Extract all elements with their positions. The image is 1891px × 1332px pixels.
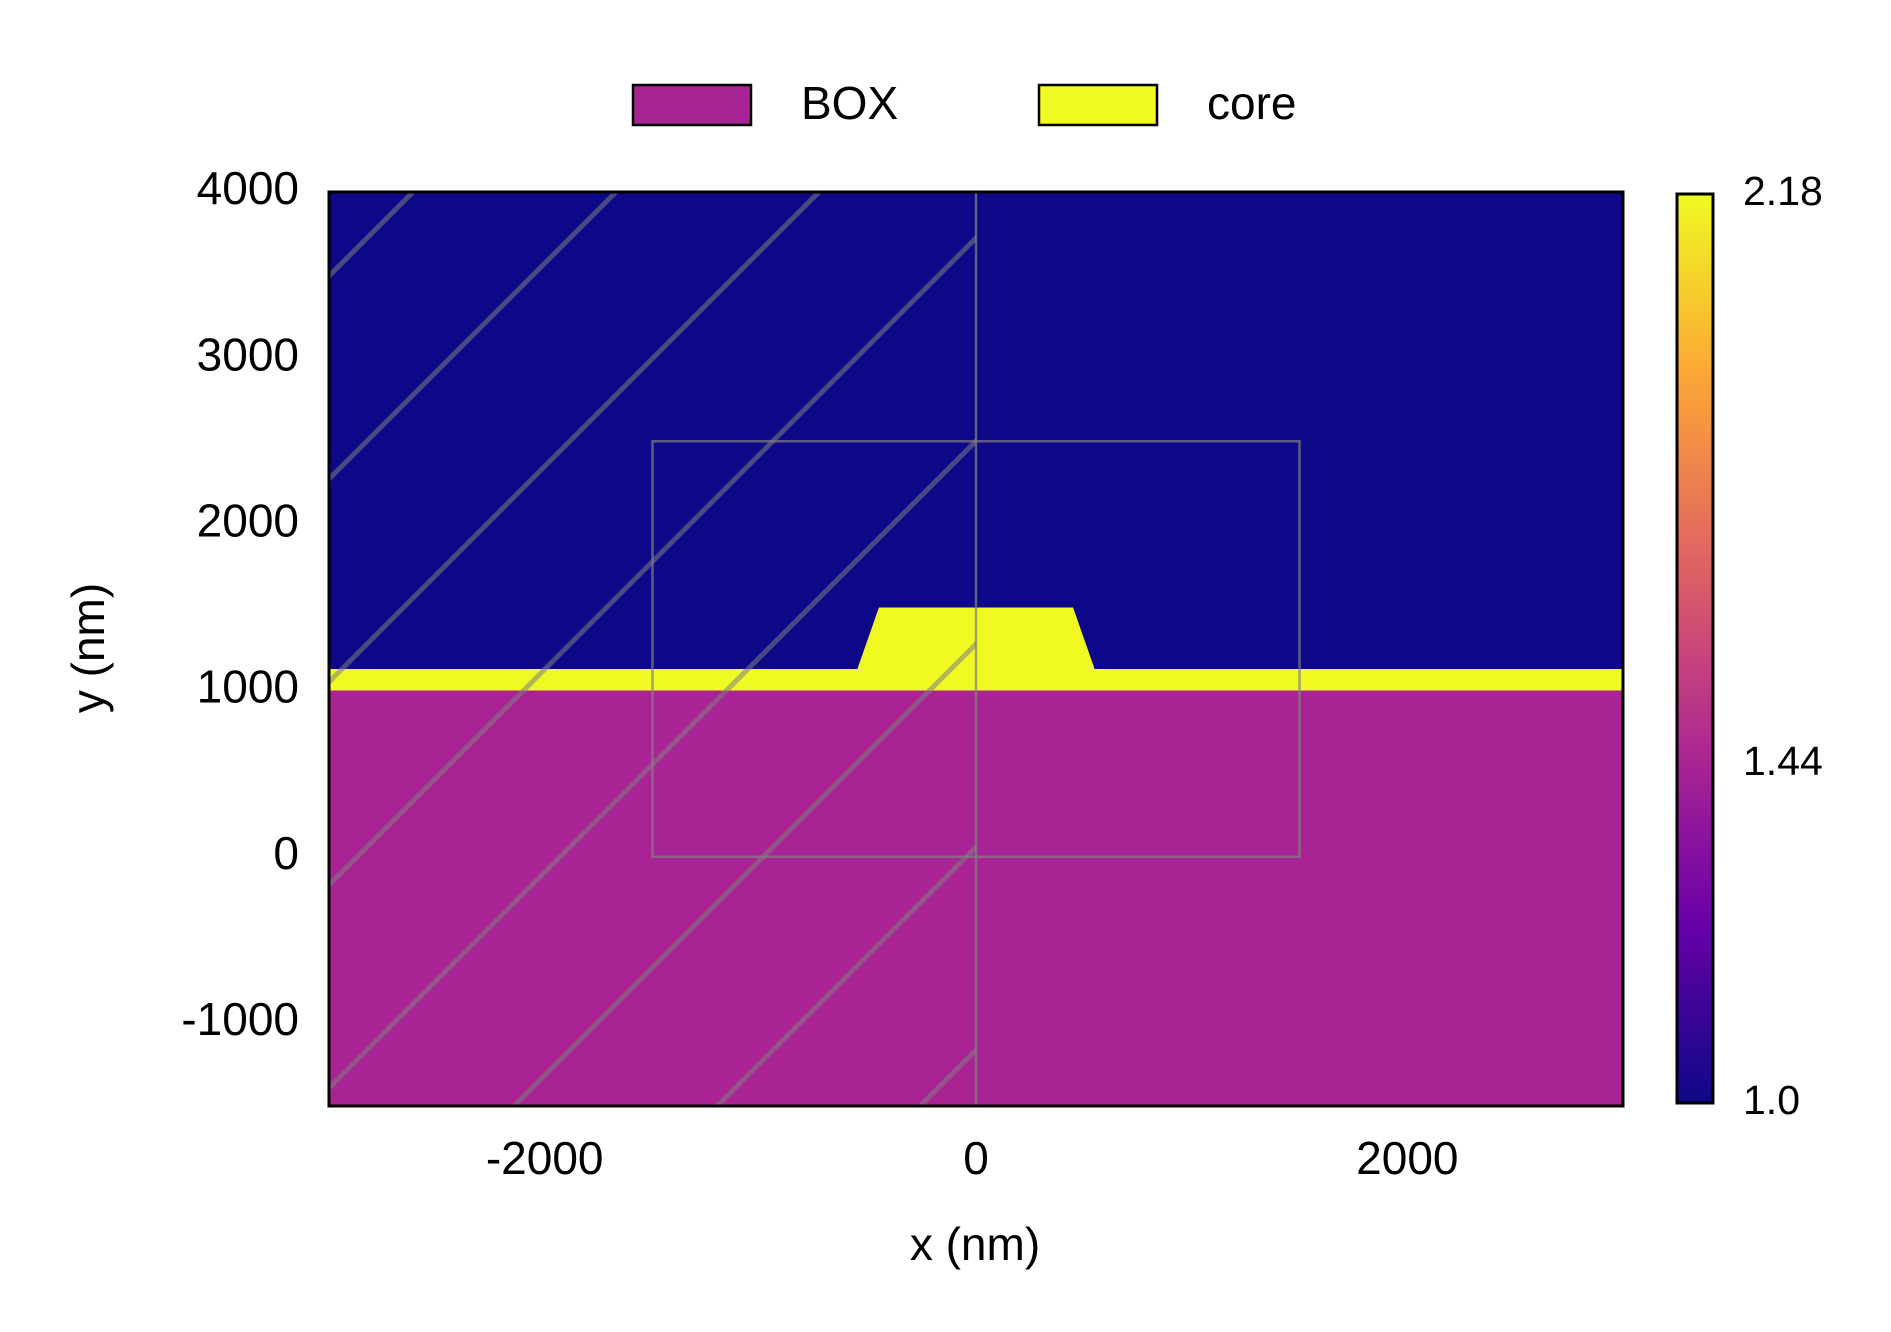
x-tick-label: 2000 bbox=[1356, 1132, 1458, 1184]
legend-swatch bbox=[1037, 83, 1159, 127]
hatch-line bbox=[510, 640, 976, 1106]
plot-frame bbox=[327, 190, 1625, 1108]
symmetry-hatch bbox=[0, 192, 976, 1332]
x-tick-label: -2000 bbox=[486, 1132, 604, 1184]
legend-label: core bbox=[1207, 77, 1296, 129]
hatch-line bbox=[0, 192, 210, 1332]
hatch-line bbox=[329, 437, 976, 1092]
legend-label: BOX bbox=[801, 77, 898, 129]
legend-swatch bbox=[631, 83, 753, 127]
x-tick-label: 0 bbox=[963, 1132, 989, 1184]
y-tick-label: 2000 bbox=[197, 495, 299, 547]
y-tick-label: 1000 bbox=[197, 661, 299, 713]
hatch-line bbox=[0, 192, 7, 1332]
hatch-line bbox=[329, 234, 976, 889]
y-tick-label: -1000 bbox=[181, 993, 299, 1045]
plot-area bbox=[0, 192, 1623, 1332]
y-tick-label: 4000 bbox=[197, 162, 299, 214]
y-tick-label: 0 bbox=[273, 827, 299, 879]
y-tick-label: 3000 bbox=[197, 328, 299, 380]
x-axis-label: x (nm) bbox=[910, 1218, 1040, 1270]
y-axis-label: y (nm) bbox=[62, 583, 114, 713]
simulation-region bbox=[651, 440, 1301, 858]
hatch-line bbox=[329, 192, 821, 686]
colorbar-tick-label: 1.44 bbox=[1743, 738, 1823, 784]
colorbar-tick-label: 2.18 bbox=[1743, 168, 1823, 214]
hatch-line bbox=[329, 192, 618, 483]
colorbar-tick-label: 1.0 bbox=[1743, 1077, 1800, 1123]
colorbar bbox=[1675, 192, 1715, 1105]
